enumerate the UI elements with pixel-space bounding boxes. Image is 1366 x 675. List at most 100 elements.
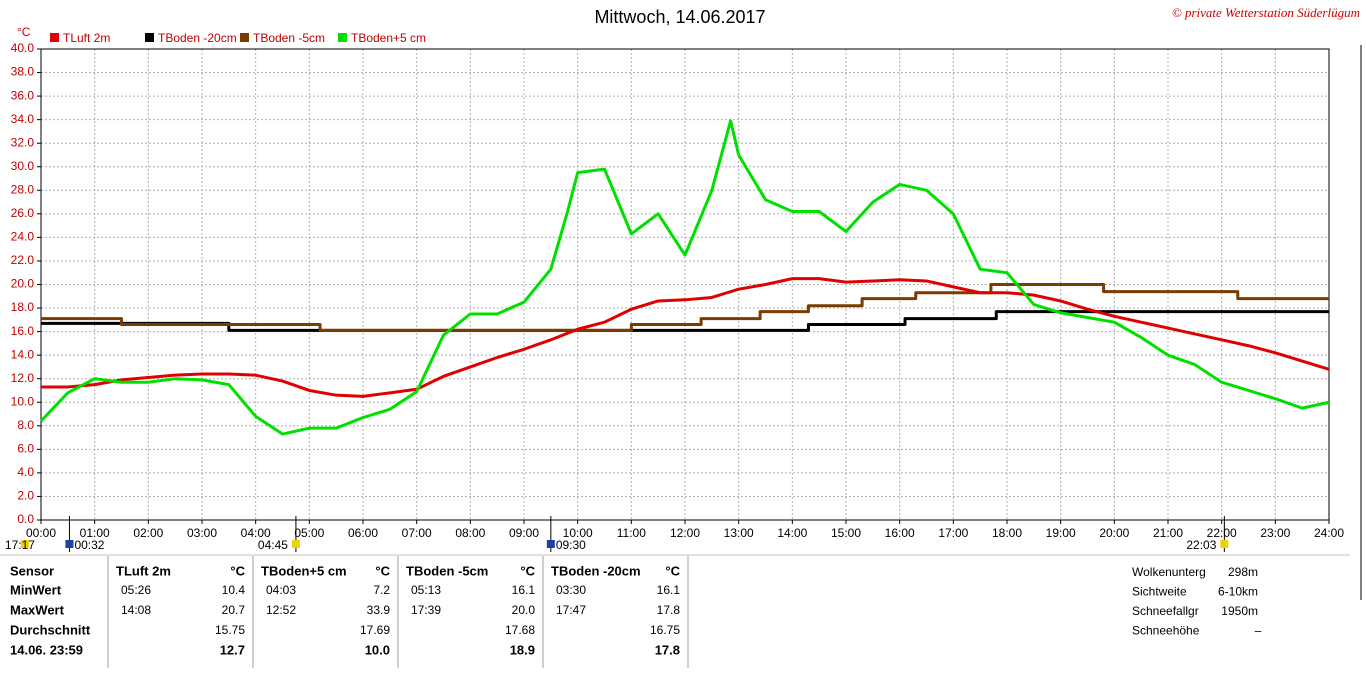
last-value: 17.8: [655, 642, 680, 657]
info-value: 6-10km: [1218, 585, 1258, 599]
marker-label: 22:03: [1186, 538, 1216, 552]
max-time: 14:08: [121, 603, 151, 617]
x-tick-label: 09:00: [509, 526, 539, 540]
y-tick-label: 18.0: [11, 300, 35, 314]
legend-label: TBoden+5 cm: [351, 31, 426, 45]
y-tick-label: 40.0: [11, 41, 35, 55]
sensor-unit: °C: [375, 563, 390, 578]
x-tick-label: 15:00: [831, 526, 861, 540]
y-tick-label: 20.0: [11, 277, 35, 291]
y-axis-label: °C: [17, 25, 31, 39]
max-time: 17:47: [556, 603, 586, 617]
x-tick-label: 23:00: [1260, 526, 1290, 540]
last-value: 12.7: [220, 642, 245, 657]
x-tick-label: 04:00: [241, 526, 271, 540]
series-line: [41, 283, 1329, 332]
y-tick-label: 26.0: [11, 206, 35, 220]
info-value: 298m: [1228, 565, 1258, 579]
marker-label: 04:45: [258, 538, 288, 552]
legend-swatch: [240, 33, 249, 42]
x-tick-label: 02:00: [133, 526, 163, 540]
min-value: 16.1: [512, 583, 536, 597]
legend-swatch: [145, 33, 154, 42]
x-tick-label: 20:00: [1099, 526, 1129, 540]
min-time: 04:03: [266, 583, 296, 597]
x-tick-label: 17:00: [938, 526, 968, 540]
x-tick-label: 13:00: [724, 526, 754, 540]
marker-label: 00:32: [74, 538, 104, 552]
legend-label: TLuft 2m: [63, 31, 110, 45]
series-line: [39, 119, 1330, 436]
sensor-name: TBoden -20cm: [551, 563, 641, 578]
sensor-unit: °C: [665, 563, 680, 578]
y-tick-label: 16.0: [11, 324, 35, 338]
max-value: 20.0: [512, 603, 536, 617]
x-tick-label: 07:00: [402, 526, 432, 540]
x-tick-label: 03:00: [187, 526, 217, 540]
x-tick-label: 01:00: [80, 526, 110, 540]
x-tick-label: 24:00: [1314, 526, 1344, 540]
x-tick-label: 11:00: [617, 526, 646, 540]
info-value: –: [1255, 624, 1262, 638]
series-line: [41, 277, 1330, 398]
y-tick-label: 4.0: [17, 465, 34, 479]
sensor-name: TBoden+5 cm: [261, 563, 347, 578]
min-time: 03:30: [556, 583, 586, 597]
x-tick-label: 18:00: [992, 526, 1022, 540]
legend-label: TBoden -5cm: [253, 31, 325, 45]
y-tick-label: 6.0: [17, 442, 34, 456]
copyright: © private Wetterstation Süderlügum: [1172, 5, 1360, 20]
marker-icon: [65, 540, 74, 548]
sensor-unit: °C: [230, 563, 245, 578]
avg-value: 15.75: [215, 623, 245, 637]
y-tick-label: 28.0: [11, 182, 35, 196]
marker-icon: [1220, 540, 1229, 548]
y-tick-label: 36.0: [11, 88, 35, 102]
max-value: 33.9: [367, 603, 391, 617]
min-value: 10.4: [222, 583, 246, 597]
row-label: Sensor: [10, 563, 54, 578]
plot-border: [40, 48, 1330, 521]
last-value: 18.9: [510, 642, 535, 657]
x-tick-label: 21:00: [1153, 526, 1183, 540]
y-tick-label: 22.0: [11, 253, 35, 267]
last-value: 10.0: [365, 642, 390, 657]
chart-title: Mittwoch, 14.06.2017: [594, 7, 765, 27]
info-label: Schneefallgr: [1132, 604, 1199, 618]
x-tick-label: 19:00: [1046, 526, 1076, 540]
x-tick-label: 08:00: [455, 526, 485, 540]
series-line: [41, 310, 1329, 332]
x-tick-label: 22:00: [1207, 526, 1237, 540]
sensor-name: TBoden -5cm: [406, 563, 488, 578]
avg-value: 17.68: [505, 623, 535, 637]
y-tick-label: 0.0: [17, 512, 34, 526]
y-tick-label: 12.0: [11, 371, 35, 385]
marker-label: 17:17: [5, 538, 35, 552]
y-tick-label: 30.0: [11, 159, 35, 173]
marker-icon: [20, 540, 29, 548]
y-tick-label: 32.0: [11, 135, 35, 149]
x-tick-label: 14:00: [777, 526, 807, 540]
marker-label: 09:30: [556, 538, 586, 552]
x-tick-label: 12:00: [670, 526, 700, 540]
sensor-unit: °C: [520, 563, 535, 578]
y-tick-label: 38.0: [11, 65, 35, 79]
max-value: 17.8: [657, 603, 681, 617]
row-label: 14.06. 23:59: [10, 642, 83, 657]
info-label: Wolkenunterg: [1132, 565, 1206, 579]
row-label: MinWert: [10, 582, 62, 597]
x-tick-label: 00:00: [26, 526, 56, 540]
x-tick-label: 06:00: [348, 526, 378, 540]
marker-icon: [546, 540, 555, 548]
y-tick-label: 10.0: [11, 394, 35, 408]
min-time: 05:26: [121, 583, 151, 597]
y-tick-label: 2.0: [17, 489, 34, 503]
min-value: 7.2: [373, 583, 390, 597]
x-tick-label: 10:00: [563, 526, 593, 540]
info-value: 1950m: [1221, 604, 1258, 618]
legend-label: TBoden -20cm: [158, 31, 237, 45]
sensor-name: TLuft 2m: [116, 563, 171, 578]
max-value: 20.7: [222, 603, 246, 617]
marker-icon: [291, 540, 300, 548]
